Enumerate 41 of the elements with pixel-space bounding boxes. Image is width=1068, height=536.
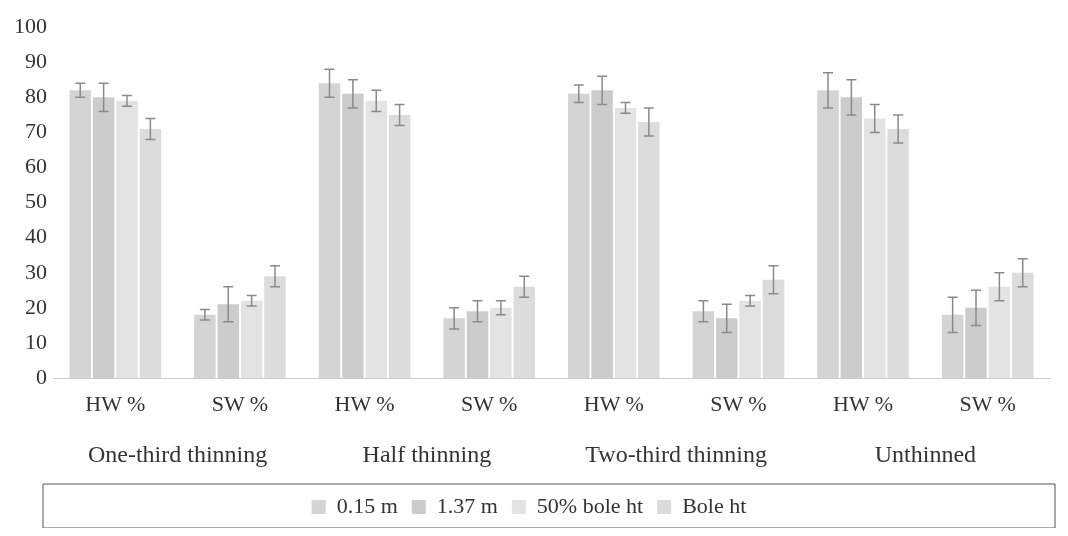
bar bbox=[116, 100, 138, 378]
bar bbox=[1011, 272, 1034, 378]
y-tick-label: 100 bbox=[14, 12, 47, 38]
legend-label: 1.37 m bbox=[436, 492, 498, 518]
y-tick-label: 70 bbox=[25, 118, 47, 144]
y-tick-label: 80 bbox=[25, 83, 47, 109]
x-tick-label: SW % bbox=[710, 390, 767, 416]
x-tick-label: HW % bbox=[85, 390, 146, 416]
bar bbox=[739, 300, 761, 378]
x-tick-label: SW % bbox=[211, 390, 269, 416]
bar bbox=[887, 128, 909, 378]
y-tick-label: 20 bbox=[25, 293, 47, 319]
y-tick-label: 50 bbox=[25, 188, 47, 214]
bar bbox=[264, 276, 286, 378]
x-tick-label: HW % bbox=[833, 390, 894, 416]
legend-label: 50% bole ht bbox=[536, 492, 644, 518]
bar bbox=[638, 121, 660, 378]
text: Unthinned bbox=[874, 441, 977, 468]
x-tick-label: HW % bbox=[583, 390, 644, 416]
x-tick-label: SW % bbox=[959, 390, 1016, 416]
bar bbox=[365, 100, 387, 378]
text: Two-third thinning bbox=[585, 441, 767, 468]
x-tick-label: SW % bbox=[460, 390, 518, 416]
text: Half thinning bbox=[362, 441, 492, 468]
bar bbox=[388, 114, 411, 378]
x-tick-label: HW % bbox=[334, 390, 395, 416]
y-tick-label: 90 bbox=[25, 48, 47, 74]
bar bbox=[139, 128, 162, 378]
bar bbox=[240, 300, 263, 378]
y-tick-label: 40 bbox=[25, 223, 47, 249]
legend-label: 0.15 m bbox=[336, 492, 398, 518]
bar bbox=[988, 286, 1011, 378]
bar bbox=[864, 118, 886, 378]
y-tick-label: 0 bbox=[36, 363, 47, 389]
legend-label: Bole ht bbox=[682, 492, 747, 518]
y-tick-label: 60 bbox=[25, 153, 47, 179]
bar bbox=[614, 107, 637, 378]
y-tick-label: 30 bbox=[25, 258, 47, 284]
y-tick-label: 10 bbox=[25, 328, 47, 354]
bar bbox=[762, 279, 785, 378]
text: One-third thinning bbox=[87, 441, 268, 468]
